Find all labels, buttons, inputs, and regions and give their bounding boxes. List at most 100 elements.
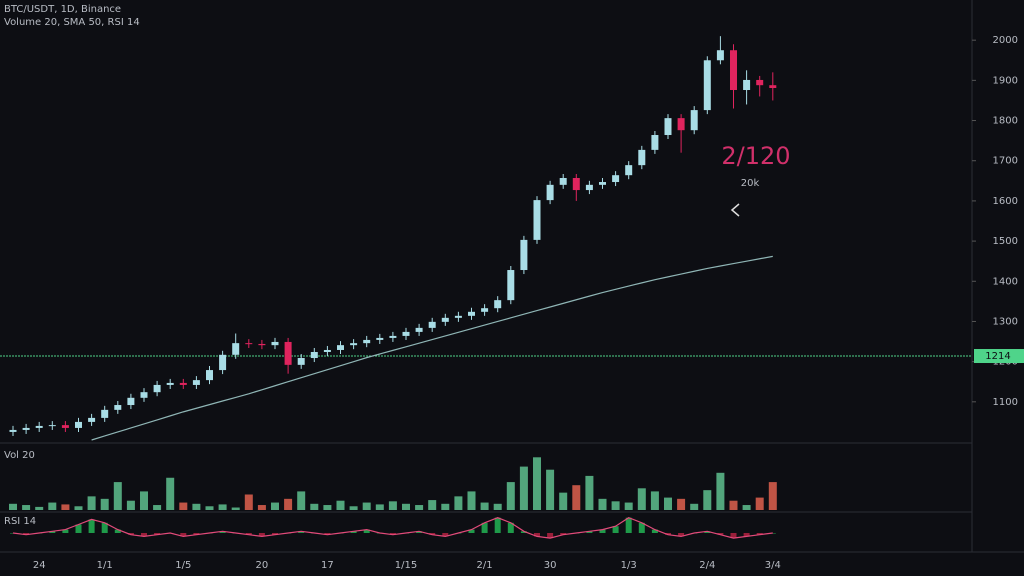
candle-body	[651, 135, 659, 150]
volume-bar	[257, 505, 266, 510]
candle-body	[166, 382, 174, 385]
y-tick-label: 1400	[993, 276, 1018, 287]
chart-subtitle: Volume 20, SMA 50, RSI 14	[4, 17, 140, 28]
candle-body	[284, 341, 292, 365]
volume-bar	[585, 475, 594, 510]
candle-body	[507, 270, 515, 301]
candle-body	[88, 417, 96, 422]
volume-bar	[729, 500, 738, 510]
candle-body	[494, 300, 502, 309]
oscillator-bar	[534, 533, 540, 537]
x-tick-label: 1/5	[175, 560, 191, 571]
volume-bar	[310, 503, 319, 510]
oscillator-bar	[560, 533, 567, 535]
volume-bar	[100, 498, 109, 510]
volume-bar	[677, 498, 686, 510]
volume-bar	[755, 497, 764, 510]
volume-bar	[271, 502, 279, 510]
volume-bar	[559, 492, 568, 510]
annotation: 2/120	[721, 142, 790, 170]
volume-bar	[506, 482, 515, 510]
candle-body	[35, 425, 43, 428]
candle-body	[245, 343, 253, 345]
level-label: 1214	[985, 351, 1010, 362]
candle-body	[716, 50, 724, 61]
volume-bar	[192, 503, 201, 510]
oscillator-bar	[586, 531, 593, 533]
candle-body	[559, 178, 567, 185]
oscillator-bar	[350, 531, 357, 533]
candle-body	[402, 331, 410, 336]
y-tick-label: 1500	[993, 236, 1018, 247]
volume-bar	[284, 498, 293, 510]
volume-bar	[349, 506, 358, 510]
oscillator-bar	[442, 533, 449, 537]
volume-bar	[113, 482, 122, 510]
candle-body	[454, 315, 462, 318]
volume-bar	[690, 503, 699, 510]
volume-bar	[22, 505, 31, 510]
chart-title: BTC/USDT, 1D, Binance	[4, 4, 121, 15]
candle-body	[232, 343, 240, 355]
x-tick-label: 20	[256, 560, 269, 571]
candle-body	[179, 382, 187, 385]
candle-body	[114, 405, 122, 410]
volume-bar	[166, 477, 175, 510]
volume-bar	[519, 466, 528, 510]
volume-bar	[428, 500, 437, 510]
oscillator-bar	[665, 533, 671, 535]
x-tick-label: 2/1	[477, 560, 493, 571]
candle-body	[323, 349, 331, 352]
y-tick-label: 1300	[993, 316, 1018, 327]
oscillator-bar	[101, 522, 108, 533]
x-tick-label: 3/4	[765, 560, 781, 571]
volume-bar	[323, 505, 332, 510]
level-label-box	[974, 349, 1024, 364]
candle-body	[756, 79, 764, 86]
volume-bar	[231, 507, 240, 510]
candle-body	[350, 343, 358, 346]
candle-body	[22, 427, 30, 430]
volume-bar	[703, 490, 712, 510]
candle-body	[546, 184, 554, 201]
oscillator-bar	[219, 531, 226, 533]
volume-bar	[402, 503, 410, 510]
oscillator-bar	[612, 526, 619, 533]
moving-average	[91, 255, 773, 441]
volume-bar	[664, 497, 672, 510]
candle-body	[337, 345, 344, 350]
candle-body	[520, 239, 528, 271]
cursor-icon	[730, 203, 740, 217]
oscillator-bar	[704, 531, 711, 533]
oscillator-bar	[717, 533, 724, 535]
oscillator-bar	[638, 522, 645, 533]
x-tick-label: 17	[321, 560, 334, 571]
candle-body	[572, 178, 580, 191]
volume-bar	[572, 485, 581, 510]
candle-body	[415, 327, 423, 332]
oscillator-line	[12, 517, 773, 539]
oscillator-bar	[625, 517, 632, 533]
candle-body	[271, 341, 279, 346]
oscillator-bar	[49, 531, 56, 533]
candle-body	[703, 60, 711, 111]
oscillator-bar	[193, 533, 200, 535]
y-tick-label: 1100	[993, 397, 1018, 408]
x-tick-label: 1/1	[97, 560, 113, 571]
oscillator-bar	[88, 519, 95, 533]
candle-body	[468, 311, 475, 316]
oscillator-bar	[730, 533, 737, 539]
volume-bar	[297, 491, 306, 510]
volume-bar	[716, 472, 725, 510]
oscillator-bar	[127, 533, 134, 535]
volume-label: Vol 20	[4, 450, 35, 461]
candle-body	[690, 110, 698, 131]
volume-bar	[493, 503, 502, 510]
candle-body	[75, 421, 82, 428]
candle-body	[258, 343, 266, 346]
oscillator-bar	[507, 522, 514, 533]
annotation-sub: 20k	[741, 178, 760, 189]
volume-bar	[205, 506, 214, 510]
candle-body	[363, 339, 371, 344]
